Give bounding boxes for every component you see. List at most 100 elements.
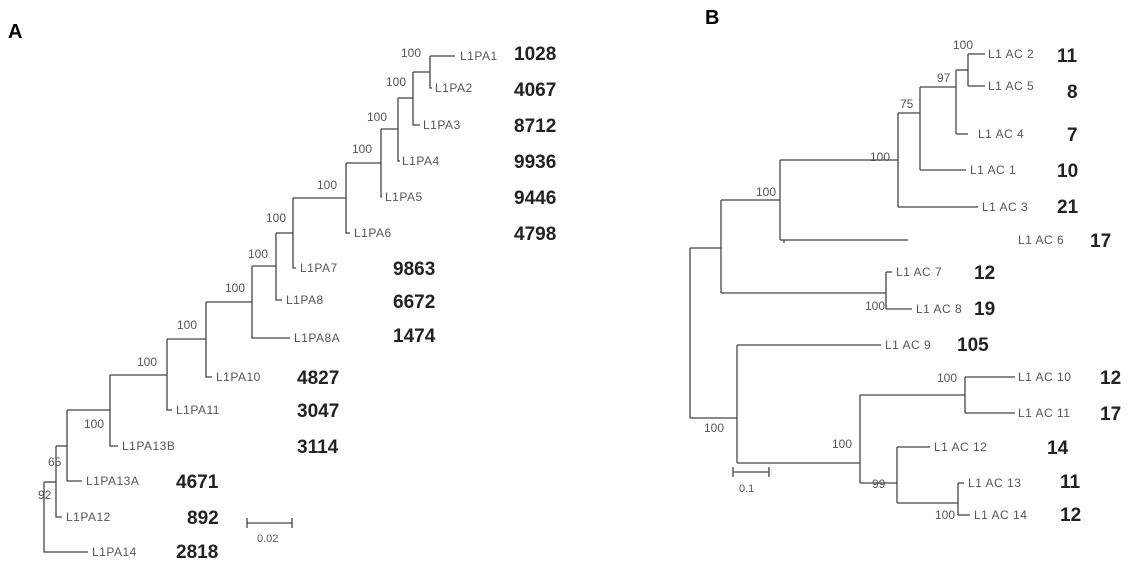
bootstrap-value: 100 [386, 75, 406, 89]
branch-l1pa10 [205, 302, 212, 378]
bootstrap-value: 100 [177, 318, 197, 332]
panel-a-branches [43, 55, 455, 553]
taxon-label: L1PA13A [86, 474, 139, 488]
panel-b-letter: B [705, 7, 719, 29]
bootstrap-value: 100 [756, 185, 776, 199]
taxon-label: L1 AC 8 [916, 302, 962, 316]
taxon-label: L1 AC 3 [982, 200, 1028, 214]
copy-count: 1028 [514, 44, 556, 65]
copy-count: 11 [1057, 46, 1078, 67]
panel-b: B [689, 7, 1121, 526]
copy-count: 4827 [297, 368, 339, 389]
copy-count: 892 [187, 508, 219, 529]
bootstrap-value: 97 [937, 71, 951, 85]
branch-l1pa4 [397, 98, 400, 162]
taxon-label: L1PA2 [435, 81, 473, 95]
copy-count: 8 [1067, 82, 1078, 103]
copy-count: 19 [974, 299, 995, 320]
branch-l1pa7 [292, 198, 296, 269]
taxon-label: L1 AC 12 [934, 440, 987, 454]
copy-count: 11 [1060, 472, 1081, 493]
branch-l1pa2 [429, 56, 432, 89]
taxon-label: L1 AC 4 [978, 127, 1024, 141]
copy-count: 1474 [393, 326, 436, 347]
bootstrap-value: 100 [953, 38, 973, 52]
taxon-label: L1PA10 [216, 370, 261, 384]
bootstrap-value: 100 [266, 211, 286, 225]
taxon-label: L1 AC 7 [896, 265, 942, 279]
taxon-label: L1 AC 2 [988, 47, 1034, 61]
scale-bar-line [246, 518, 293, 528]
bootstrap-value: 100 [225, 281, 245, 295]
panel-b-taxon-labels: L1 AC 2 L1 AC 5 L1 AC 4 L1 AC 1 L1 AC 3 … [885, 47, 1071, 522]
bootstrap-value: 100 [137, 355, 157, 369]
branch-l1pa6 [345, 163, 350, 234]
taxon-label: L1PA8 [286, 293, 324, 307]
copy-count: 8712 [514, 116, 556, 137]
panel-a-scale-bar: 0.02 [246, 518, 293, 545]
copy-count: 3047 [297, 401, 339, 422]
taxon-label: L1PA5 [385, 190, 423, 204]
taxon-label: L1 AC 5 [988, 79, 1034, 93]
bootstrap-value: 100 [935, 508, 955, 522]
bootstrap-value: 100 [937, 371, 957, 385]
branch-l1pa5 [380, 129, 382, 198]
taxon-label: L1 AC 13 [968, 476, 1021, 490]
taxon-label: L1PA4 [402, 154, 440, 168]
bootstrap-value: 100 [832, 437, 852, 451]
copy-count: 12 [1100, 368, 1121, 389]
taxon-label: L1PA3 [423, 118, 461, 132]
scale-bar-line [732, 467, 770, 477]
bootstrap-value: 100 [352, 142, 372, 156]
copy-count: 105 [957, 335, 989, 356]
bootstrap-value: 100 [865, 299, 885, 313]
scale-bar-label: 0.02 [257, 533, 278, 545]
taxon-label: L1 AC 9 [885, 338, 931, 352]
panel-b-counts: 11 8 7 10 21 17 12 19 105 12 17 14 11 12 [957, 46, 1121, 526]
panel-b-branches [689, 53, 1015, 516]
branch-l1pa8a [251, 266, 290, 339]
bootstrap-value: 65 [48, 455, 62, 469]
copy-count: 10 [1057, 161, 1078, 182]
copy-count: 12 [1060, 505, 1081, 526]
bootstrap-value: 100 [84, 417, 104, 431]
copy-count: 3114 [297, 437, 339, 458]
taxon-label: L1 AC 1 [970, 163, 1016, 177]
taxon-label: L1PA12 [66, 510, 111, 524]
branch-l1pa11 [166, 339, 172, 411]
taxon-label: L1 AC 6 [1018, 233, 1064, 247]
copy-count: 9936 [514, 152, 556, 173]
branch-l1pa12 [55, 446, 62, 518]
taxon-label: L1PA11 [176, 403, 220, 417]
branch-l1pa13b [109, 375, 118, 447]
taxon-label: L1PA8A [294, 331, 340, 345]
panel-b-bootstrap: 100 97 75 100 100 100 100 100 100 99 100 [704, 38, 973, 522]
bootstrap-value: 100 [870, 150, 890, 164]
copy-count: 7 [1067, 125, 1078, 146]
branch-l1pa3 [412, 72, 420, 126]
copy-count: 17 [1090, 231, 1111, 252]
taxon-label: L1 AC 11 [1018, 406, 1070, 420]
taxon-label: L1PA13B [122, 439, 175, 453]
bootstrap-value: 99 [872, 477, 886, 491]
panel-a-taxon-labels: L1PA1 L1PA2 L1PA3 L1PA4 L1PA5 L1PA6 L1PA… [66, 49, 498, 559]
bootstrap-value: 100 [248, 247, 268, 261]
bootstrap-value: 100 [704, 421, 724, 435]
copy-count: 14 [1047, 438, 1069, 459]
panel-b-scale-bar: 0.1 [732, 467, 770, 495]
bootstrap-value: 100 [367, 110, 387, 124]
copy-count: 21 [1057, 197, 1079, 218]
spacer [783, 240, 785, 243]
copy-count: 6672 [393, 292, 435, 313]
taxon-label: L1PA1 [460, 49, 498, 63]
taxon-label: L1 AC 10 [1018, 370, 1071, 384]
bootstrap-value: 75 [900, 97, 914, 111]
copy-count: 4067 [514, 80, 556, 101]
panel-a-bootstrap: 100 100 100 100 100 100 100 100 100 100 … [38, 46, 421, 502]
taxon-label: L1PA6 [354, 226, 392, 240]
copy-count: 12 [974, 263, 995, 284]
panel-a-counts: 1028 4067 8712 9936 9446 4798 9863 6672 … [176, 44, 556, 562]
copy-count: 9446 [514, 188, 556, 209]
panel-a: A [8, 21, 556, 562]
copy-count: 2818 [176, 542, 218, 562]
